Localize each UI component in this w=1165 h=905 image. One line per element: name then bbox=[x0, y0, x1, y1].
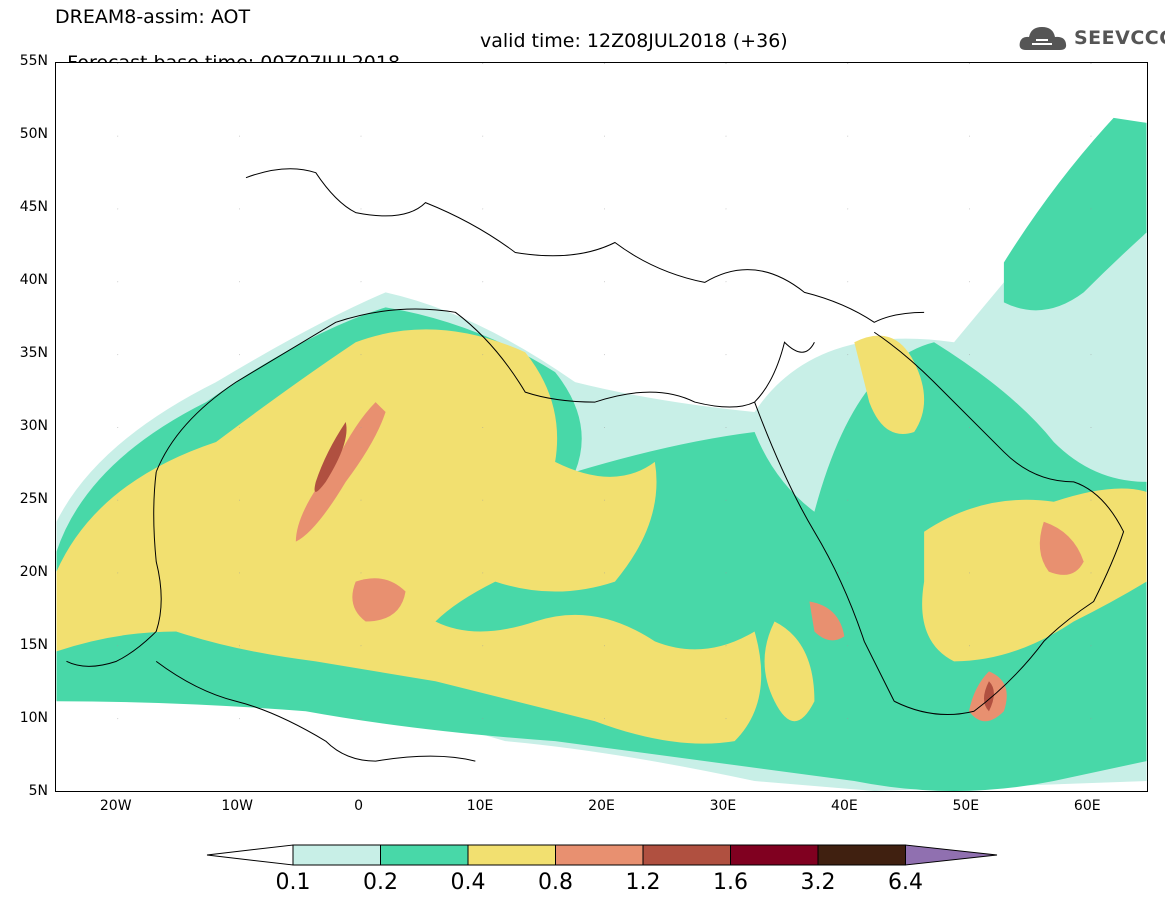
lat-tick-label: 25N bbox=[19, 491, 48, 507]
lon-tick-label: 40E bbox=[831, 798, 858, 814]
lon-tick-label: 60E bbox=[1073, 798, 1101, 814]
colorbar-tick-label: 0.2 bbox=[363, 870, 398, 895]
lat-tick-label: 20N bbox=[19, 564, 48, 580]
valid-time-label: valid time: 12Z08JUL2018 (+36) bbox=[480, 30, 788, 52]
colorbar-tick-label: 6.4 bbox=[888, 870, 923, 895]
colorbar-segment bbox=[206, 844, 294, 866]
lat-tick-label: 50N bbox=[19, 126, 48, 142]
colorbar-segment bbox=[467, 844, 556, 866]
lat-tick-label: 45N bbox=[19, 199, 48, 215]
colorbar-tick-label: 0.4 bbox=[450, 870, 486, 895]
colorbar-tick-label: 0.1 bbox=[275, 870, 311, 895]
graticule bbox=[56, 63, 1147, 791]
colorbar-tick-label: 1.6 bbox=[713, 870, 748, 895]
lat-tick-label: 10N bbox=[19, 710, 48, 726]
lon-tick-label: 50E bbox=[952, 798, 980, 814]
lon-tick-label: 20E bbox=[588, 798, 615, 814]
map-title: DREAM8-assim: AOT bbox=[55, 6, 251, 28]
lat-tick-label: 15N bbox=[19, 637, 48, 653]
colorbar bbox=[206, 844, 998, 866]
aot-map bbox=[55, 62, 1148, 792]
colorbar-tick-label: 3.2 bbox=[800, 870, 836, 895]
colorbar-segment bbox=[555, 844, 644, 866]
lat-tick-label: 55N bbox=[19, 53, 48, 69]
colorbar-segment bbox=[905, 844, 998, 866]
colorbar-segment bbox=[380, 844, 469, 866]
colorbar-segment bbox=[817, 844, 906, 866]
colorbar-tick-label: 0.8 bbox=[538, 870, 573, 895]
lat-tick-label: 40N bbox=[19, 272, 48, 288]
logo-text: SEEVCCC bbox=[1074, 27, 1165, 49]
lat-tick-label: 35N bbox=[19, 345, 48, 361]
lon-tick-label: 10E bbox=[466, 798, 494, 814]
colorbar-tick-label: 1.2 bbox=[625, 870, 661, 895]
colorbar-segment bbox=[292, 844, 381, 866]
lon-tick-label: 30E bbox=[709, 798, 737, 814]
colorbar-segment bbox=[730, 844, 819, 866]
lon-tick-label: 10W bbox=[221, 798, 253, 814]
colorbar-segment bbox=[642, 844, 731, 866]
seevccc-logo: SEEVCCC bbox=[1018, 22, 1165, 56]
lat-tick-label: 5N bbox=[28, 783, 48, 799]
lon-tick-label: 0 bbox=[354, 798, 364, 814]
lon-tick-label: 20W bbox=[99, 798, 132, 814]
lat-tick-label: 30N bbox=[19, 418, 48, 434]
cloud-logo-icon bbox=[1019, 27, 1067, 50]
